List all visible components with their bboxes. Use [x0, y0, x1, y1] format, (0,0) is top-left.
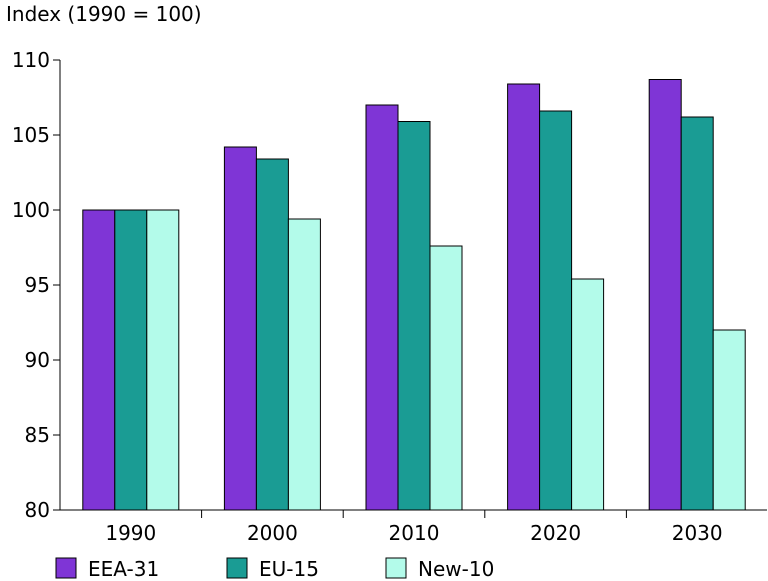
y-tick-label: 80 [25, 498, 50, 522]
legend-swatch [226, 557, 248, 579]
bar-eu-15-1990 [114, 209, 148, 511]
y-tick-label: 85 [25, 423, 50, 447]
bars-group [82, 79, 746, 511]
x-tick-label: 2010 [389, 521, 440, 545]
bar-eea-31-1990 [82, 209, 116, 511]
bar-eea-31-2020 [507, 83, 541, 511]
y-tick-label: 95 [25, 273, 50, 297]
legend: EEA-31 EU-15 New-10 [55, 557, 494, 581]
bar-eu-15-2000 [255, 158, 289, 511]
bar-new-10-1990 [146, 209, 180, 511]
x-tick-label: 2020 [530, 521, 581, 545]
bar-eea-31-2010 [365, 104, 399, 511]
bar-new-10-2030 [712, 329, 746, 511]
bar-new-10-2010 [429, 245, 463, 511]
legend-label: EU-15 [259, 557, 319, 581]
bar-eea-31-2030 [648, 79, 682, 511]
x-axis: 1990 2000 2010 2020 2030 [60, 509, 767, 545]
legend-swatch [55, 557, 77, 579]
bar-eu-15-2020 [539, 110, 573, 511]
x-tick-label: 2030 [672, 521, 723, 545]
y-tick-label: 90 [25, 348, 50, 372]
x-tick-label: 1990 [105, 521, 156, 545]
y-axis: 80 85 90 95 100 105 110 [12, 48, 61, 522]
y-tick-label: 105 [12, 123, 50, 147]
bar-eea-31-2000 [223, 146, 257, 511]
bar-eu-15-2010 [397, 121, 431, 511]
legend-label: EEA-31 [88, 557, 159, 581]
y-tick-label: 110 [12, 48, 50, 72]
y-tick-label: 100 [12, 198, 50, 222]
legend-label: New-10 [418, 557, 494, 581]
y-axis-label: Index (1990 = 100) [6, 2, 202, 26]
bar-new-10-2020 [571, 278, 605, 511]
legend-swatch [385, 557, 407, 579]
bar-new-10-2000 [287, 218, 321, 511]
x-tick-label: 2000 [247, 521, 298, 545]
bar-eu-15-2030 [680, 116, 714, 511]
